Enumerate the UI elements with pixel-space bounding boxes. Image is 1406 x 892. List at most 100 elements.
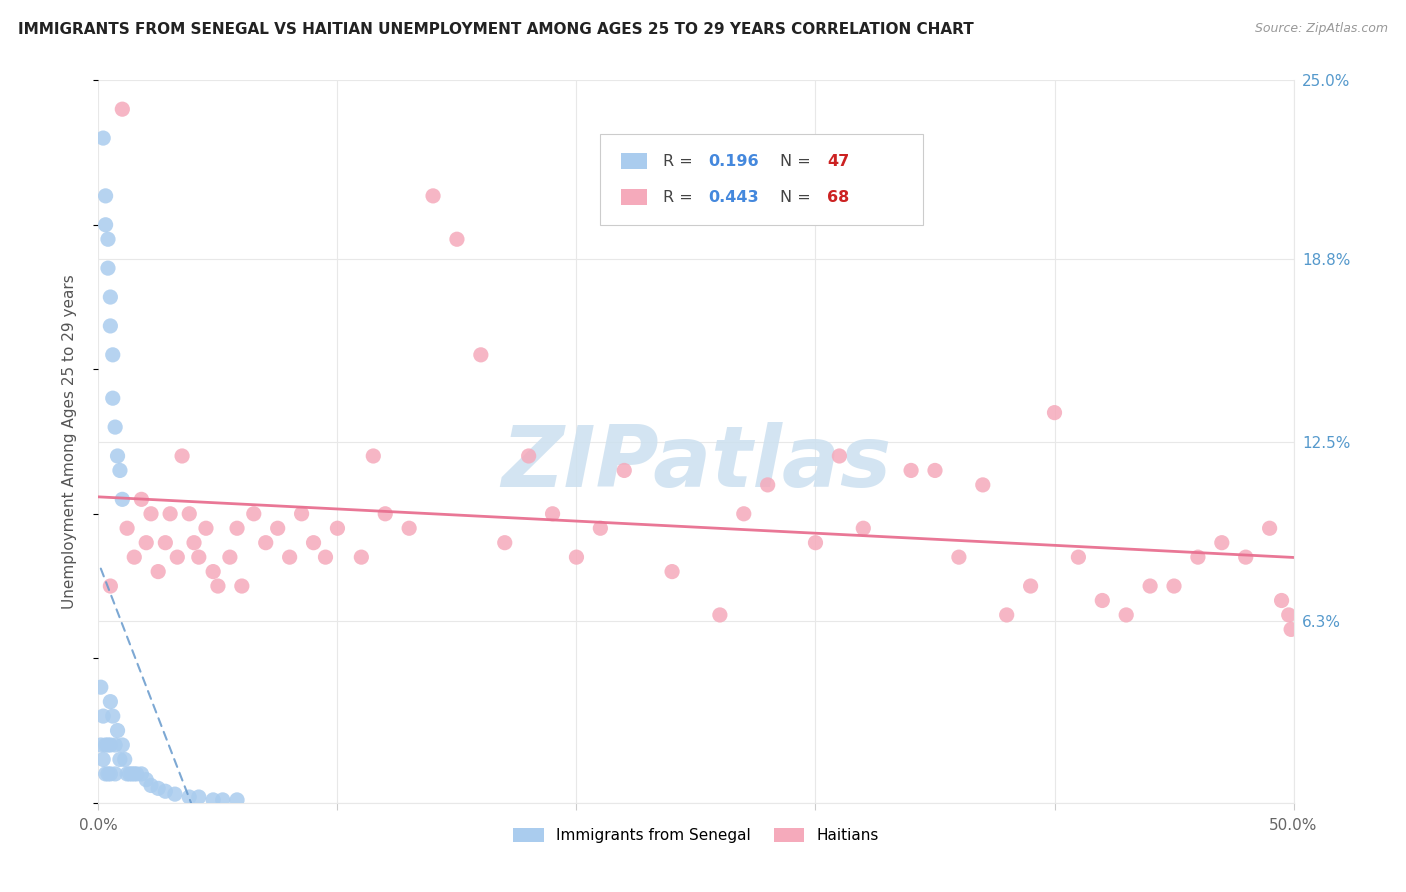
Point	[1258, 521, 1281, 535]
Point	[111, 738, 134, 752]
Point	[125, 767, 148, 781]
Point	[211, 793, 233, 807]
Point	[179, 790, 201, 805]
Point	[91, 709, 114, 723]
Point	[1091, 593, 1114, 607]
Point	[1139, 579, 1161, 593]
Point	[131, 492, 153, 507]
Point	[1234, 550, 1257, 565]
Point	[124, 550, 146, 565]
Point	[1067, 550, 1090, 565]
Point	[115, 767, 138, 781]
Text: IMMIGRANTS FROM SENEGAL VS HAITIAN UNEMPLOYMENT AMONG AGES 25 TO 29 YEARS CORREL: IMMIGRANTS FROM SENEGAL VS HAITIAN UNEMP…	[18, 22, 974, 37]
Point	[98, 695, 122, 709]
Point	[91, 752, 114, 766]
Point	[155, 535, 177, 549]
Bar	[620, 189, 647, 205]
Bar	[620, 153, 647, 169]
Point	[995, 607, 1018, 622]
Point	[756, 478, 779, 492]
Point	[98, 318, 122, 333]
Point	[179, 507, 201, 521]
Point	[187, 550, 209, 565]
Point	[163, 787, 186, 801]
Point	[226, 521, 249, 535]
Point	[709, 607, 731, 622]
Point	[114, 752, 136, 766]
Point	[326, 521, 349, 535]
Point	[135, 772, 157, 787]
Point	[108, 752, 131, 766]
Point	[315, 550, 337, 565]
Point	[111, 492, 134, 507]
Point	[104, 420, 127, 434]
Text: 0.443: 0.443	[709, 190, 759, 205]
Point	[219, 550, 242, 565]
Point	[97, 232, 120, 246]
Point	[98, 579, 122, 593]
Point	[589, 521, 612, 535]
Point	[804, 535, 827, 549]
Point	[94, 189, 117, 203]
Point	[948, 550, 970, 565]
Point	[131, 767, 153, 781]
Point	[422, 189, 444, 203]
Point	[972, 478, 994, 492]
Point	[107, 723, 129, 738]
Point	[1043, 406, 1066, 420]
Point	[1019, 579, 1042, 593]
Point	[900, 463, 922, 477]
Point	[202, 565, 225, 579]
Point	[159, 507, 181, 521]
Point	[187, 790, 209, 805]
Point	[155, 784, 177, 798]
Point	[541, 507, 564, 521]
Text: 68: 68	[828, 190, 849, 205]
Point	[1115, 607, 1137, 622]
Point	[97, 261, 120, 276]
Point	[494, 535, 516, 549]
Text: Source: ZipAtlas.com: Source: ZipAtlas.com	[1254, 22, 1388, 36]
Point	[1278, 607, 1301, 622]
Point	[565, 550, 588, 565]
Text: 0.196: 0.196	[709, 153, 759, 169]
Point	[148, 565, 170, 579]
Text: R =: R =	[662, 153, 697, 169]
Point	[267, 521, 290, 535]
Point	[94, 218, 117, 232]
Point	[94, 738, 117, 752]
Point	[243, 507, 266, 521]
Text: ZIPatlas: ZIPatlas	[501, 422, 891, 505]
Point	[111, 102, 134, 116]
Point	[828, 449, 851, 463]
Point	[135, 535, 157, 549]
Y-axis label: Unemployment Among Ages 25 to 29 years: Unemployment Among Ages 25 to 29 years	[62, 274, 77, 609]
Point	[107, 449, 129, 463]
Point	[207, 579, 229, 593]
Point	[852, 521, 875, 535]
Point	[98, 767, 122, 781]
Point	[202, 793, 225, 807]
Legend: Immigrants from Senegal, Haitians: Immigrants from Senegal, Haitians	[508, 822, 884, 849]
Point	[98, 738, 122, 752]
Text: R =: R =	[662, 190, 697, 205]
Point	[94, 767, 117, 781]
Point	[97, 738, 120, 752]
Point	[374, 507, 396, 521]
Point	[104, 767, 127, 781]
Point	[924, 463, 946, 477]
Point	[1163, 579, 1185, 593]
Point	[91, 131, 114, 145]
Point	[470, 348, 492, 362]
Point	[148, 781, 170, 796]
Point	[166, 550, 188, 565]
Point	[613, 463, 636, 477]
Point	[118, 767, 141, 781]
Point	[101, 391, 124, 405]
Point	[139, 507, 162, 521]
Point	[115, 521, 138, 535]
Point	[195, 521, 218, 535]
Point	[398, 521, 420, 535]
Point	[226, 793, 249, 807]
Point	[278, 550, 301, 565]
